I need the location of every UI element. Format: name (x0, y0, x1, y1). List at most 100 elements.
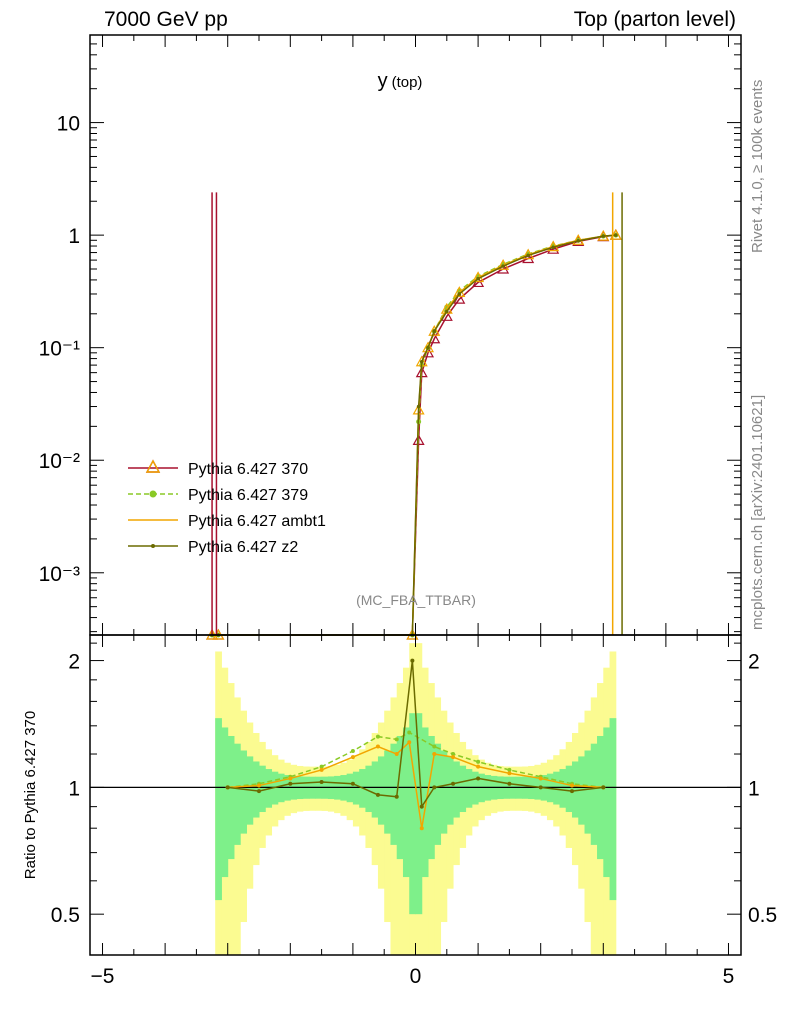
series-marker (551, 245, 556, 250)
main-series (206, 192, 623, 640)
ratio-marker (319, 779, 324, 784)
series-marker (522, 252, 535, 264)
band-inner-bin (371, 761, 379, 818)
x-tick-label: 0 (410, 965, 422, 988)
ratio-marker (319, 767, 324, 772)
ratio-marker (601, 785, 606, 790)
series-marker (432, 329, 437, 334)
ratio-marker (319, 764, 324, 769)
series-marker (426, 345, 430, 350)
ratio-line (227, 660, 604, 809)
band-inner-bin (390, 743, 398, 845)
band-inner-bin (384, 750, 391, 834)
rivet-label: Rivet 4.1.0, ≥ 100k events (749, 79, 766, 253)
band-inner-bin (565, 765, 573, 813)
x-tick-label: 5 (723, 965, 735, 988)
band-inner-bin (377, 756, 385, 825)
band-inner-bin (584, 750, 592, 834)
ratio-marker (350, 755, 355, 760)
band-inner-bin (459, 765, 467, 813)
ratio-ylabel: Ratio to Pythia 6.427 370 (22, 711, 39, 879)
plot-title: y (top) (378, 70, 423, 92)
band-inner-bin (553, 771, 560, 805)
ratio-marker (410, 658, 415, 663)
header-left: 7000 GeV pp (104, 8, 228, 31)
series-marker (412, 434, 425, 446)
band-inner-bin (434, 743, 442, 845)
ratio-marker (451, 752, 456, 757)
band-inner-bin (603, 727, 611, 878)
x-tick-label: −5 (91, 965, 115, 988)
ratio-marker (507, 771, 512, 776)
ratio-marker (225, 785, 230, 790)
ratio-marker (394, 794, 399, 799)
ratio-tick-label-left: 1 (68, 777, 80, 800)
series-marker (421, 341, 435, 353)
series-marker (476, 276, 480, 281)
plot-title-sub: (top) (392, 74, 423, 91)
legend (128, 459, 178, 548)
band-inner-bin (365, 765, 373, 813)
ratio-series (90, 658, 741, 831)
y-tick-label: 10 (57, 113, 80, 136)
ratio-marker (476, 764, 481, 769)
legend-label: Pythia 6.427 379 (188, 487, 308, 504)
ratio-marker (407, 730, 412, 735)
series-marker (419, 359, 424, 364)
ratio-tick-label-left: 0.5 (51, 904, 80, 927)
ratio-marker (451, 755, 456, 760)
y-tick-label: 10⁻² (39, 450, 80, 473)
ratio-marker (419, 804, 424, 809)
legend-label: Pythia 6.427 370 (188, 461, 308, 478)
band-inner-bin (233, 743, 241, 845)
legend-label: Pythia 6.427 z2 (188, 539, 298, 556)
header-right: Top (parton level) (573, 8, 736, 31)
ratio-tick-label-right: 2 (748, 651, 760, 674)
ratio-marker (288, 776, 293, 781)
ratio-marker (538, 785, 543, 790)
ratio-marker (507, 781, 512, 786)
band-inner-bin (590, 743, 598, 845)
ratio-marker (432, 785, 437, 790)
series-marker (497, 262, 510, 274)
series-marker (416, 404, 421, 409)
y-tick-label: 10⁻¹ (39, 338, 80, 361)
legend-marker (149, 490, 157, 498)
band-inner-bin (571, 761, 579, 818)
legend-marker (145, 459, 161, 473)
ratio-marker (257, 789, 262, 794)
band-inner-bin (352, 771, 360, 805)
legend-label: Pythia 6.427 ambt1 (188, 513, 326, 530)
ratio-marker (350, 748, 355, 753)
y-tick-label: 10⁻³ (39, 563, 80, 586)
band-inner-bin (259, 765, 266, 813)
ratio-line (227, 740, 604, 829)
y-tick-label: 1 (68, 225, 80, 248)
band-inner-bin (240, 750, 247, 834)
ratio-marker (507, 767, 512, 772)
series-marker (501, 264, 505, 268)
series-marker (444, 309, 449, 314)
ratio-marker (569, 789, 574, 794)
ratio-marker (432, 752, 437, 757)
band-inner-bin (409, 713, 416, 915)
ratio-marker (476, 759, 481, 764)
ratio-tick-label-right: 0.5 (748, 904, 777, 927)
legend-marker (151, 544, 155, 548)
band-inner-bin (396, 735, 404, 860)
band-inner-bin (446, 756, 454, 825)
series-marker (576, 239, 581, 243)
ratio-marker (451, 781, 456, 786)
ratio-bands (215, 643, 617, 955)
band-inner-bin (215, 718, 222, 901)
band-inner-bin (415, 713, 423, 915)
band-inner-bin (559, 769, 567, 808)
legend-marker (145, 459, 161, 473)
series-marker (601, 234, 606, 238)
ratio-marker (394, 752, 399, 757)
band-inner-bin (453, 761, 460, 818)
ratio-marker (538, 776, 543, 781)
band-inner-bin (252, 761, 260, 818)
band-inner-bin (428, 735, 435, 860)
band-inner-bin (597, 735, 604, 860)
